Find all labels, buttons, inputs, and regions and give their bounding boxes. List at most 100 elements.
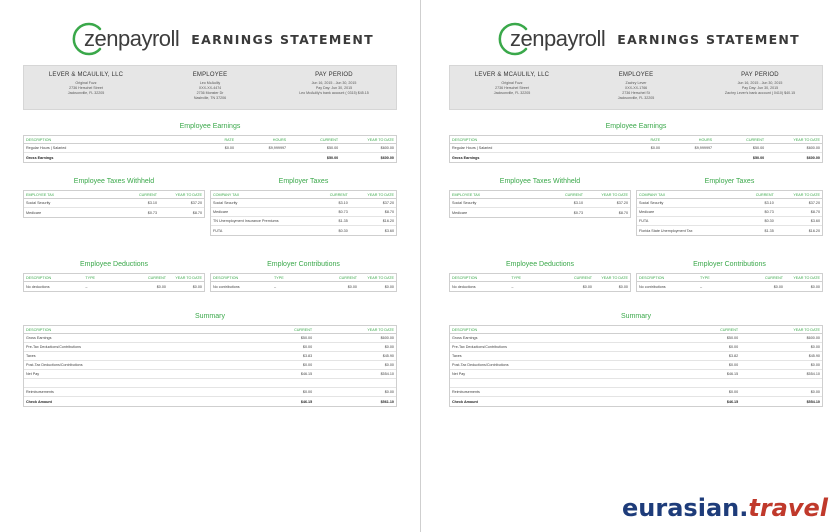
table-cell: $0.00 xyxy=(192,284,202,289)
table-row: Medicare $0.73 $8.70 xyxy=(450,208,630,217)
column-header: CURRENT xyxy=(329,192,348,197)
table-cell: $0.00 xyxy=(773,284,783,289)
table-cell: Gross Earnings xyxy=(452,155,480,160)
header-line: Jacksonville, FL 32205 xyxy=(493,91,531,95)
table-cell: Pre-Tax Deductions/Contributions xyxy=(26,345,81,349)
table-header: DESCRIPTION RATE HOURS CURRENT YEAR TO DATE xyxy=(450,135,822,144)
employee-earnings-title: Employee Earnings xyxy=(605,123,667,130)
table-row: No deductions – $0.00 $0.00 xyxy=(450,282,630,291)
header-line: Jacksonville, FL 32205 xyxy=(617,96,655,100)
table-cell: $600.00 xyxy=(380,155,394,160)
table-cell: Gross Earnings xyxy=(26,336,52,340)
employee-taxes-title: Employee Taxes Withheld xyxy=(499,178,581,185)
employer-taxes-title: Employer Taxes xyxy=(278,178,329,185)
zenpayroll-logo: zenpayroll xyxy=(70,21,180,57)
table-cell: $0.00 xyxy=(347,284,357,289)
table-row: Taxes $3.82 $45.90 xyxy=(450,352,822,361)
column-header: YEAR TO DATE xyxy=(175,275,202,280)
column-header: TYPE xyxy=(511,275,522,280)
pay-period-info: PAY PERIOD Jun 16, 2015 - Jun 30, 2015 Pa… xyxy=(698,66,822,109)
statement-page-left: zenpayroll EARNINGS STATEMENT LEVER & MC… xyxy=(10,0,410,532)
table-row: Gross Earnings $50.00 $600.00 xyxy=(24,334,396,343)
column-header: CURRENT xyxy=(338,275,357,280)
employer-taxes-table: COMPANY TAX CURRENT YEAR TO DATE Social Sec… xyxy=(636,190,823,236)
table-header: EMPLOYEE TAX CURRENT YEAR TO DATE xyxy=(450,190,630,199)
header-line: Zachry Lever xyxy=(625,81,647,85)
column-header: CURRENT xyxy=(764,275,783,280)
employer-taxes-table: COMPANY TAX CURRENT YEAR TO DATE Social Sec… xyxy=(210,190,397,236)
table-cell: $0.00 xyxy=(728,390,739,394)
table-cell: $16.20 xyxy=(808,228,820,233)
column-header: RATE xyxy=(224,137,235,142)
table-cell: $600.00 xyxy=(806,336,820,340)
employee-deductions-title: Employee Deductions xyxy=(79,261,149,268)
table-total-row: Gross Earnings $50.00 $600.00 xyxy=(24,153,396,162)
employer-contributions-title: Employer Contributions xyxy=(267,261,340,268)
column-header: CURRENT xyxy=(720,327,739,332)
table-row: Taxes $3.83 $45.90 xyxy=(24,352,396,361)
summary-table: DESCRIPTION CURRENT YEAR TO DATE Gross Earn… xyxy=(23,325,397,407)
summary-title: Summary xyxy=(621,313,651,320)
table-cell: $0.00 xyxy=(618,284,628,289)
table-row: Reimbursements $0.00 $0.00 xyxy=(24,388,396,397)
zen-ring-icon xyxy=(70,21,106,57)
statement-header-box: LEVER & MCAULILY, LLC Original Fuzz 2736 … xyxy=(449,65,823,110)
table-cell: $561.10 xyxy=(380,399,394,404)
employee-deductions-title: Employee Deductions xyxy=(505,261,575,268)
column-header: DESCRIPTION xyxy=(639,275,665,280)
table-cell: $0.00 xyxy=(582,284,592,289)
employer-contributions-table: DESCRIPTION TYPE CURRENT YEAR TO DATE No con… xyxy=(210,273,397,292)
brand-header: zenpayroll EARNINGS STATEMENT xyxy=(496,20,800,58)
header-line: Jun 16, 2015 - Jun 30, 2015 xyxy=(737,81,783,85)
column-header: DESCRIPTION xyxy=(452,137,478,142)
pay-period-heading: PAY PERIOD xyxy=(315,72,353,78)
table-header: EMPLOYEE TAX CURRENT YEAR TO DATE xyxy=(24,190,204,199)
table-cell: $46.15 xyxy=(726,399,739,404)
table-cell: Social Security xyxy=(26,201,51,205)
column-header: COMPANY TAX xyxy=(213,192,240,197)
table-cell: TN Unemployment Insurance Premiums xyxy=(213,219,279,223)
table-cell: Social Security xyxy=(639,201,664,205)
watermark-part-2: travel xyxy=(748,494,828,522)
table-cell: No contributions xyxy=(213,284,240,289)
column-header: YEAR TO DATE xyxy=(601,192,628,197)
table-row: Pre-Tax Deductions/Contributions $0.00 $0.… xyxy=(24,343,396,352)
table-cell: $37.20 xyxy=(808,201,820,205)
table-cell: Florida State Unemployment Tax xyxy=(639,228,693,233)
table-cell: $0.00 xyxy=(810,390,820,394)
table-row: Florida State Unemployment Tax $1.35 $16.2… xyxy=(637,226,822,235)
table-cell: $0.00 xyxy=(728,363,739,367)
employee-heading: EMPLOYEE xyxy=(618,72,654,78)
table-cell: Post-Tax Deductions/Contributions xyxy=(26,363,83,367)
table-row: FUTA $0.30 $3.60 xyxy=(637,217,822,226)
table-cell: $554.10 xyxy=(380,372,394,376)
header-line: Pay Day: Jun 30, 2015 xyxy=(315,86,353,90)
table-row: No contributions – $0.00 $0.00 xyxy=(211,282,396,291)
table-cell: $3.10 xyxy=(764,201,774,205)
table-cell: $9,999997 xyxy=(694,146,713,150)
table-header: DESCRIPTION RATE HOURS CURRENT YEAR TO DATE xyxy=(24,135,396,144)
table-cell: $8.70 xyxy=(618,210,628,215)
header-line: 2736 Herschel St xyxy=(622,91,650,95)
header-line: Original Fuzz xyxy=(501,81,523,85)
table-cell: $600.00 xyxy=(380,336,394,340)
table-cell: $0.00 xyxy=(156,284,166,289)
table-cell: Taxes xyxy=(26,354,36,358)
table-cell: – xyxy=(700,284,703,289)
employee-earnings-table: DESCRIPTION RATE HOURS CURRENT YEAR TO DATE R… xyxy=(449,135,823,163)
table-cell: $0.73 xyxy=(573,210,583,215)
column-header: CURRENT xyxy=(138,192,157,197)
header-line: Original Fuzz xyxy=(75,81,97,85)
table-cell: Post-Tax Deductions/Contributions xyxy=(452,363,509,367)
table-row: Net Pay $46.15 $554.10 xyxy=(450,370,822,379)
statement-header-box: LEVER & MCAULILY, LLC Original Fuzz 2736 … xyxy=(23,65,397,110)
table-cell: No contributions xyxy=(639,284,666,289)
column-header: CURRENT xyxy=(746,137,765,142)
column-header: YEAR TO DATE xyxy=(367,275,394,280)
table-row: Medicare $0.73 $8.70 xyxy=(211,208,396,217)
employee-info: EMPLOYEE Leo McAulily XXX-XX-4474 2736 Mon… xyxy=(148,66,272,109)
header-line: XXX-XX-1766 xyxy=(624,86,648,90)
table-header: DESCRIPTION CURRENT YEAR TO DATE xyxy=(450,325,822,334)
table-cell: $0.00 xyxy=(384,345,394,349)
table-row: Post-Tax Deductions/Contributions $0.00 $0… xyxy=(24,361,396,370)
